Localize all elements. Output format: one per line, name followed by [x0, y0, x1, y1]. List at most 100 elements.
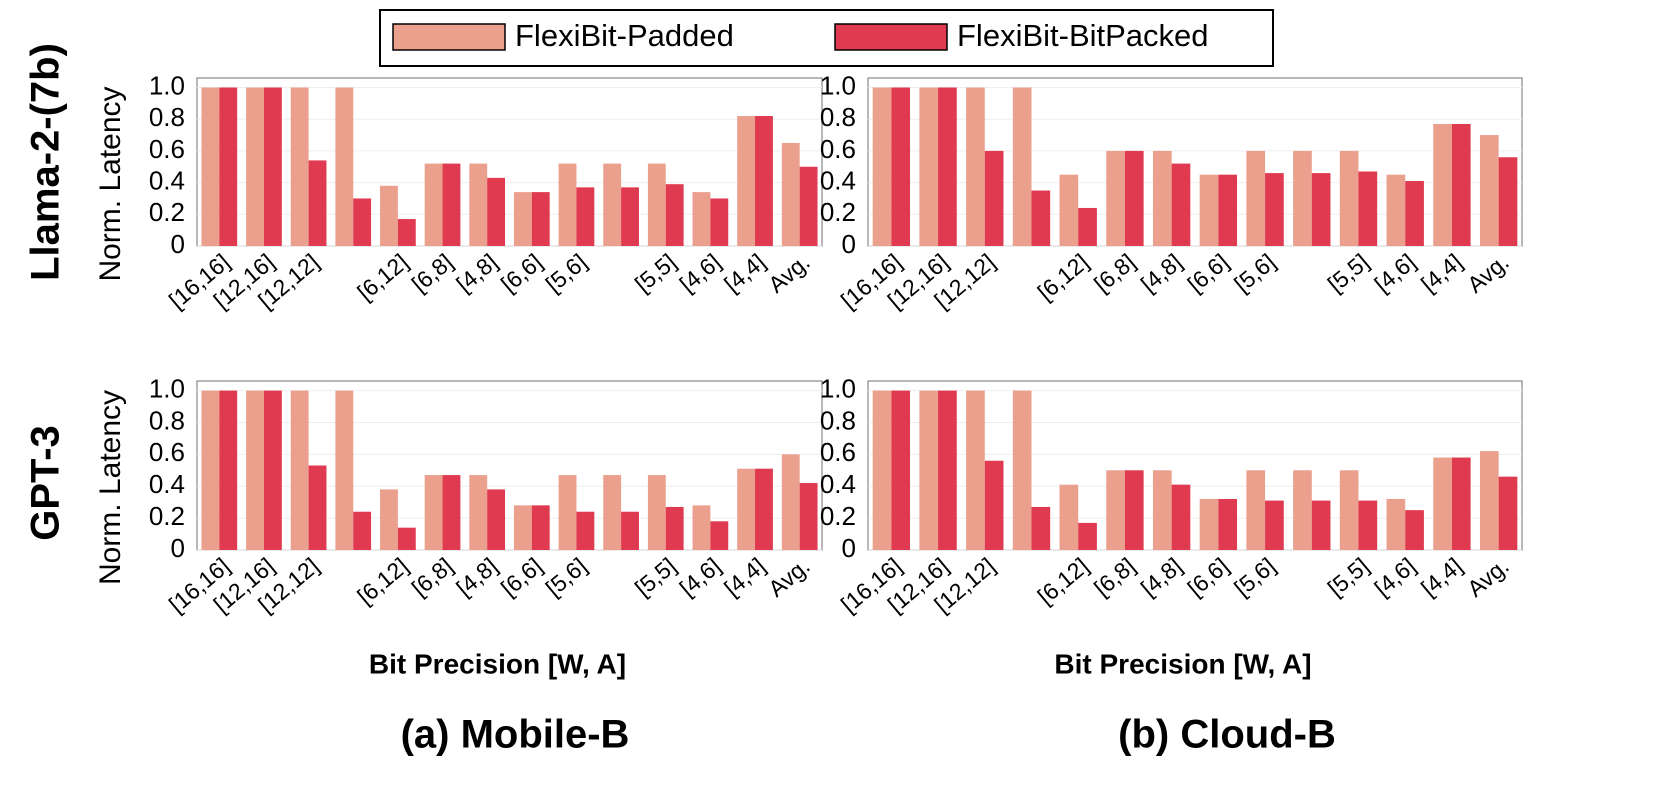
bar	[647, 163, 666, 246]
x-tick-label: [5,5]	[630, 249, 681, 298]
bar	[1405, 510, 1424, 550]
bar	[1246, 150, 1266, 246]
bar	[308, 465, 327, 550]
x-tick-label: [6,8]	[407, 249, 458, 298]
bar	[335, 390, 354, 550]
x-tick-label: [4,4]	[719, 553, 770, 602]
bar	[353, 198, 372, 246]
y-axis-label: Norm. Latency	[94, 390, 127, 585]
bar	[781, 454, 800, 550]
bar	[891, 390, 911, 550]
bar	[246, 87, 264, 247]
x-tick-label: [6,6]	[1182, 249, 1233, 298]
y-tick-label: 0	[171, 533, 185, 563]
bar	[1106, 470, 1125, 550]
bar	[335, 87, 354, 247]
bar	[380, 185, 398, 246]
bar	[621, 187, 639, 246]
bar	[799, 483, 818, 550]
bar	[647, 475, 666, 550]
x-tick-label: [4,8]	[451, 249, 502, 298]
bar	[1386, 498, 1406, 550]
bar	[1218, 174, 1238, 246]
bar	[1199, 498, 1219, 550]
bar	[781, 142, 800, 246]
x-tick-label: [4,4]	[1416, 249, 1467, 298]
y-tick-label: 0.8	[149, 102, 185, 132]
bar	[1265, 173, 1284, 246]
x-tick-label: Avg.	[1462, 249, 1514, 298]
bar	[1031, 190, 1051, 246]
bar	[442, 163, 461, 246]
y-tick-label: 0.2	[820, 197, 856, 227]
x-tick-label: [6,12]	[1033, 249, 1094, 306]
bar	[469, 163, 488, 246]
x-tick-label: [6,8]	[1089, 553, 1140, 602]
x-tick-label: [6,12]	[1033, 553, 1094, 610]
bar	[710, 198, 729, 246]
bar	[1498, 157, 1518, 246]
y-tick-label: 0.6	[149, 437, 185, 467]
bar	[263, 87, 282, 247]
bar	[1246, 470, 1266, 550]
bar	[263, 390, 282, 550]
y-axis-label: Norm. Latency	[94, 86, 127, 281]
bar	[603, 475, 622, 550]
bar	[621, 511, 639, 550]
bar	[353, 511, 372, 550]
bar	[1124, 470, 1144, 550]
bar	[1078, 522, 1097, 550]
bar	[290, 87, 309, 247]
x-tick-label: [6,6]	[1182, 553, 1233, 602]
bar	[1311, 500, 1331, 550]
bar	[755, 116, 773, 246]
x-tick-label: [4,6]	[675, 553, 726, 602]
bar	[513, 192, 532, 246]
bar	[531, 505, 550, 550]
bar	[710, 521, 729, 550]
bar	[603, 163, 622, 246]
bar	[1106, 150, 1125, 246]
x-tick-label: [4,4]	[1416, 553, 1467, 602]
x-tick-label: [5,6]	[541, 553, 592, 602]
y-tick-label: 0	[842, 229, 856, 259]
x-tick-label: [6,8]	[1089, 249, 1140, 298]
bar	[799, 166, 818, 246]
bar	[1265, 500, 1284, 550]
bar	[966, 390, 985, 550]
y-tick-label: 0.8	[820, 405, 856, 435]
bar	[665, 184, 684, 246]
bar	[558, 475, 577, 550]
bar	[966, 87, 985, 247]
bar	[201, 390, 220, 550]
bar	[1339, 150, 1359, 246]
bar	[576, 187, 595, 246]
bar	[1218, 498, 1238, 550]
x-tick-label: [5,5]	[1323, 553, 1374, 602]
bar	[1479, 135, 1499, 246]
bar	[692, 192, 711, 246]
x-tick-label: Avg.	[1462, 553, 1514, 602]
x-tick-label: [6,12]	[352, 249, 413, 306]
x-axis-label: Bit Precision [W, A]	[369, 648, 626, 679]
bar	[487, 489, 506, 550]
bar	[1451, 457, 1471, 550]
bar	[380, 489, 398, 550]
y-tick-label: 0.2	[820, 501, 856, 531]
row-label: Llama-2-(7b)	[24, 43, 68, 281]
bar	[692, 505, 711, 550]
x-tick-label: [5,6]	[541, 249, 592, 298]
row-label: GPT-3	[24, 425, 68, 541]
y-tick-label: 0	[842, 533, 856, 563]
x-tick-label: [4,4]	[719, 249, 770, 298]
y-tick-label: 0.2	[149, 197, 185, 227]
x-tick-label: [4,6]	[675, 249, 726, 298]
bar	[219, 87, 238, 247]
bar	[513, 505, 532, 550]
bar	[1059, 174, 1079, 246]
bar	[1293, 150, 1312, 246]
x-tick-label: [4,8]	[1136, 553, 1187, 602]
x-tick-label: [6,12]	[352, 553, 413, 610]
x-tick-label: Avg.	[763, 553, 815, 602]
bar	[397, 527, 416, 550]
